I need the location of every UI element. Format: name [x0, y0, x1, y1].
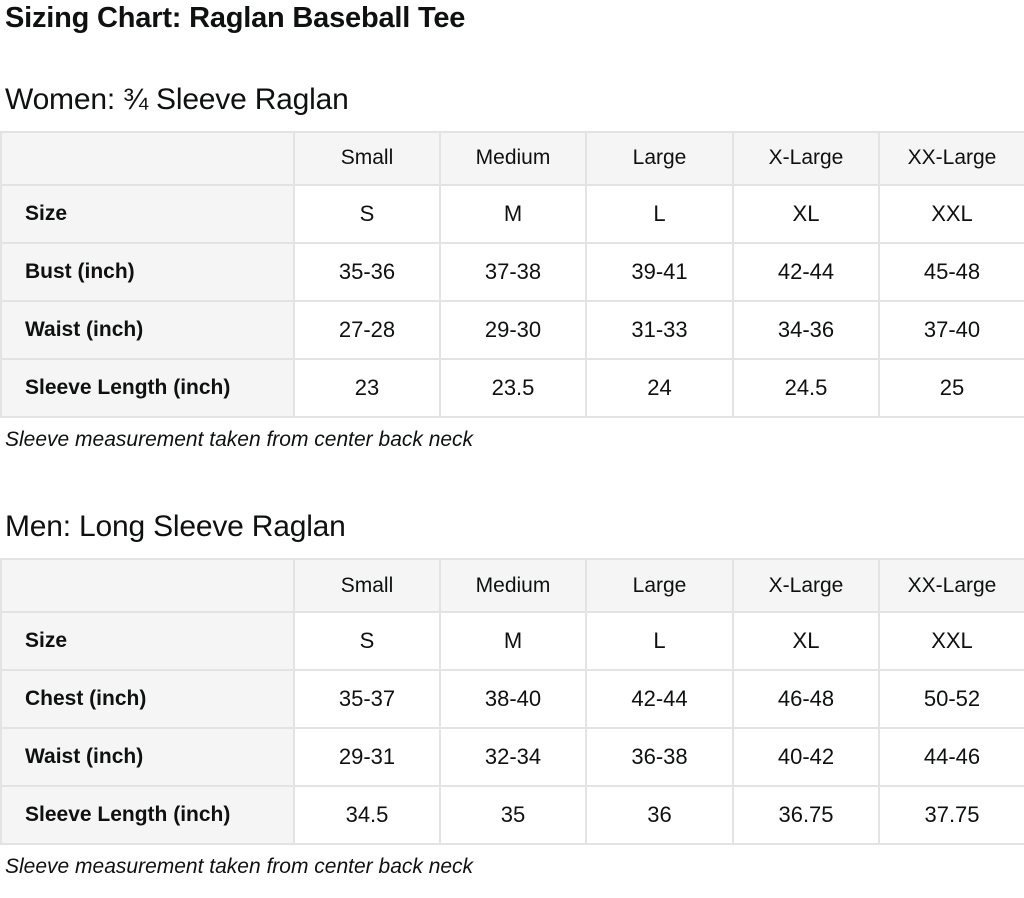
column-header-small: Small [293, 558, 441, 614]
table-cell: 40-42 [732, 727, 880, 788]
table-row: Waist (inch) 29-31 32-34 36-38 40-42 44-… [0, 727, 1024, 788]
table-cell: XL [732, 183, 880, 244]
table-cell: 42-44 [585, 669, 734, 730]
table-cell: 35 [439, 785, 587, 846]
table-cell: L [585, 183, 734, 244]
table-cell: S [293, 183, 441, 244]
table-cell: 25 [878, 357, 1024, 418]
row-label: Size [0, 183, 295, 244]
column-header-medium: Medium [439, 130, 587, 186]
table-cell: 35-37 [293, 669, 441, 730]
table-cell: M [439, 611, 587, 672]
table-cell: 37-40 [878, 299, 1024, 360]
table-cell: 44-46 [878, 727, 1024, 788]
table-row: Chest (inch) 35-37 38-40 42-44 46-48 50-… [0, 669, 1024, 730]
table-cell: XXL [878, 611, 1024, 672]
table-cell: 29-30 [439, 299, 587, 360]
table-cell: 39-41 [585, 241, 734, 302]
row-label: Bust (inch) [0, 241, 295, 302]
section-heading-men: Men: Long Sleeve Raglan [5, 510, 346, 544]
table-cell: 38-40 [439, 669, 587, 730]
column-header-empty [0, 130, 295, 186]
section-heading-women: Women: ¾ Sleeve Raglan [5, 82, 349, 116]
row-label: Sleeve Length (inch) [0, 357, 295, 418]
table-row: Sleeve Length (inch) 34.5 35 36 36.75 37… [0, 785, 1024, 846]
table-cell: 46-48 [732, 669, 880, 730]
table-cell: 50-52 [878, 669, 1024, 730]
table-cell: 36.75 [732, 785, 880, 846]
sizing-table-men: Small Medium Large X-Large XX-Large Size… [0, 558, 1024, 846]
table-note-men: Sleeve measurement taken from center bac… [5, 855, 474, 879]
table-row: Waist (inch) 27-28 29-30 31-33 34-36 37-… [0, 299, 1024, 360]
column-header-empty [0, 558, 295, 614]
sizing-chart-page: Sizing Chart: Raglan Baseball Tee Women:… [0, 2, 1024, 879]
table-cell: 34-36 [732, 299, 880, 360]
sizing-table-women: Small Medium Large X-Large XX-Large Size… [0, 130, 1024, 418]
row-label: Waist (inch) [0, 727, 295, 788]
table-cell: 42-44 [732, 241, 880, 302]
table-cell: 34.5 [293, 785, 441, 846]
table-cell: 32-34 [439, 727, 587, 788]
table-row: Size S M L XL XXL [0, 611, 1024, 672]
page-title: Sizing Chart: Raglan Baseball Tee [5, 2, 466, 34]
column-header-small: Small [293, 130, 441, 186]
table-cell: 35-36 [293, 241, 441, 302]
table-row: Sleeve Length (inch) 23 23.5 24 24.5 25 [0, 357, 1024, 418]
column-header-xxlarge: XX-Large [878, 558, 1024, 614]
row-label: Sleeve Length (inch) [0, 785, 295, 846]
table-cell: 36 [585, 785, 734, 846]
column-header-large: Large [585, 130, 734, 186]
table-note-women: Sleeve measurement taken from center bac… [5, 427, 474, 451]
row-label: Chest (inch) [0, 669, 295, 730]
table-cell: XL [732, 611, 880, 672]
table-row: Bust (inch) 35-36 37-38 39-41 42-44 45-4… [0, 241, 1024, 302]
table-cell: 23 [293, 357, 441, 418]
table-cell: 37.75 [878, 785, 1024, 846]
table-cell: 29-31 [293, 727, 441, 788]
table-cell: 24 [585, 357, 734, 418]
row-label: Waist (inch) [0, 299, 295, 360]
table-cell: 31-33 [585, 299, 734, 360]
table-cell: 45-48 [878, 241, 1024, 302]
table-header-row: Small Medium Large X-Large XX-Large [0, 130, 1024, 186]
table-cell: L [585, 611, 734, 672]
column-header-xlarge: X-Large [732, 558, 880, 614]
table-cell: 27-28 [293, 299, 441, 360]
column-header-medium: Medium [439, 558, 587, 614]
table-cell: 37-38 [439, 241, 587, 302]
table-cell: XXL [878, 183, 1024, 244]
column-header-large: Large [585, 558, 734, 614]
table-cell: S [293, 611, 441, 672]
table-cell: 36-38 [585, 727, 734, 788]
column-header-xxlarge: XX-Large [878, 130, 1024, 186]
table-row: Size S M L XL XXL [0, 183, 1024, 244]
table-cell: 24.5 [732, 357, 880, 418]
column-header-xlarge: X-Large [732, 130, 880, 186]
table-cell: M [439, 183, 587, 244]
table-header-row: Small Medium Large X-Large XX-Large [0, 558, 1024, 614]
row-label: Size [0, 611, 295, 672]
table-cell: 23.5 [439, 357, 587, 418]
